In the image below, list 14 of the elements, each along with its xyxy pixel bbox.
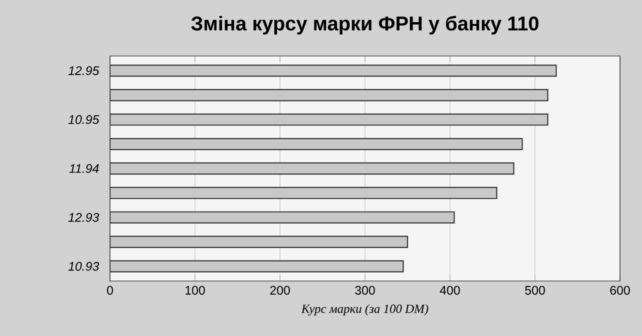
y-tick-label: 12.95 — [68, 66, 100, 76]
x-tick-label: 300 — [355, 286, 375, 295]
y-tick-label: 11.94 — [69, 164, 99, 173]
x-tick-label: 400 — [440, 286, 460, 295]
x-tick-label: 500 — [525, 286, 545, 295]
y-tick-label: 10.93 — [68, 262, 100, 271]
x-tick-label: 200 — [270, 286, 290, 295]
y-tick-label: 12.93 — [68, 213, 100, 222]
chart-title: Зміна курсу марки ФРН у банку 110 — [191, 16, 538, 35]
x-axis-title: Курс марки (за 100 DM) — [301, 304, 428, 316]
x-tick-label: 0 — [107, 286, 113, 295]
y-tick-label: 10.95 — [68, 115, 100, 124]
x-tick-label: 100 — [186, 286, 205, 295]
x-tick-label: 600 — [610, 286, 630, 295]
